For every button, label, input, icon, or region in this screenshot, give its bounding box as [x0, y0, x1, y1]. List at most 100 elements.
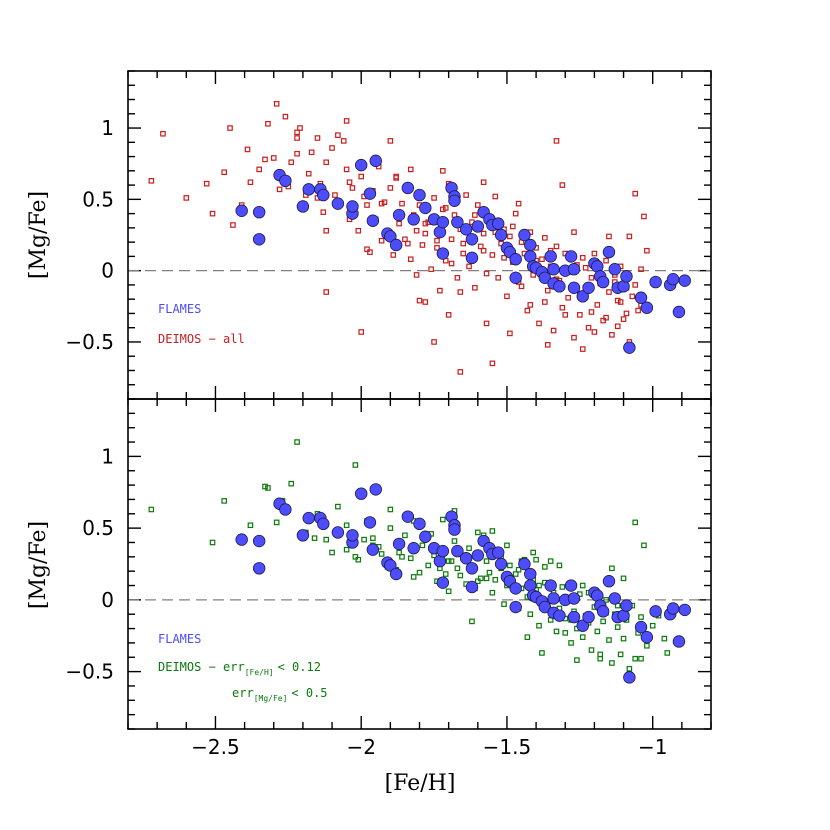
deimos-point — [507, 562, 513, 569]
flames-point — [509, 582, 522, 595]
deimos-point — [390, 252, 397, 258]
deimos-point — [440, 516, 446, 523]
deimos-point — [597, 651, 604, 658]
deimos-point — [265, 485, 271, 491]
deimos-point — [221, 169, 227, 176]
flames-point — [252, 233, 266, 246]
bottom-legend-err-mgfe: err[Mg/Fe] < 0.5 — [232, 686, 328, 703]
flames-point — [623, 341, 636, 354]
deimos-point — [539, 256, 545, 263]
flames-point — [596, 275, 610, 289]
deimos-point — [559, 182, 566, 188]
deimos-point — [641, 542, 647, 549]
deimos-point — [614, 297, 621, 304]
flames-point — [451, 544, 464, 558]
deimos-point — [547, 558, 554, 564]
flames-point — [524, 567, 537, 581]
deimos-point — [492, 193, 499, 200]
flames-point — [544, 579, 557, 592]
deimos-point — [413, 272, 420, 278]
top-y-axis-label: [Mg/Fe] — [26, 191, 51, 279]
deimos-point — [451, 538, 458, 544]
flames-point — [355, 158, 368, 172]
flames-point — [567, 263, 581, 276]
flames-point — [401, 510, 415, 523]
deimos-point — [343, 166, 350, 173]
flames-point — [672, 635, 686, 648]
deimos-point — [329, 145, 335, 151]
deimos-point — [346, 179, 353, 186]
deimos-point — [416, 297, 423, 304]
flames-point — [634, 620, 648, 634]
deimos-point — [332, 192, 338, 198]
top-panel: 1 0.5 0 −0.5 [Mg/Fe] FLAMES DEIMOS − all — [26, 70, 712, 400]
deimos-point — [483, 320, 490, 327]
deimos-point — [425, 562, 432, 569]
flames-point — [419, 201, 432, 215]
y-tick-label: 0 — [101, 588, 114, 612]
deimos-point — [582, 265, 589, 271]
deimos-point — [410, 574, 417, 580]
deimos-point — [477, 575, 484, 582]
deimos-point — [577, 312, 583, 318]
deimos-point — [489, 589, 496, 596]
deimos-point — [294, 439, 300, 445]
flames-point — [369, 483, 382, 496]
flames-point — [596, 605, 610, 618]
deimos-point — [518, 283, 525, 290]
deimos-point — [606, 289, 612, 295]
flames-point — [666, 602, 680, 615]
flames-point — [620, 599, 633, 612]
deimos-point — [367, 249, 373, 255]
deimos-point — [297, 125, 303, 131]
deimos-point — [477, 243, 484, 250]
legend-mgfe-subscript: [Mg/Fe] — [254, 694, 288, 703]
bottom-panel: 1 0.5 0 −0.5 −2.5 −2 −1.5 −1 [Mg/Fe] [Fe/H] FL… — [26, 398, 712, 796]
deimos-point — [448, 260, 455, 267]
deimos-point — [492, 576, 499, 583]
deimos-point — [387, 506, 394, 513]
flames-point — [634, 291, 648, 304]
deimos-point — [579, 255, 586, 261]
flames-point — [567, 610, 581, 624]
deimos-point — [553, 628, 560, 635]
deimos-point — [574, 657, 580, 663]
top-legend-deimos-all: DEIMOS − all — [158, 332, 245, 346]
flames-point — [392, 208, 406, 222]
deimos-point — [387, 185, 394, 191]
flames-point — [465, 580, 479, 594]
deimos-point — [588, 647, 595, 653]
flames-point — [363, 516, 377, 529]
deimos-point — [588, 274, 595, 281]
flames-point — [547, 592, 560, 605]
deimos-point — [244, 146, 251, 153]
flames-point — [509, 253, 522, 266]
deimos-point — [632, 190, 639, 197]
flames-point — [346, 529, 359, 542]
deimos-point — [606, 233, 612, 240]
deimos-point — [629, 293, 636, 300]
deimos-point — [276, 186, 283, 193]
deimos-point — [544, 287, 551, 294]
deimos-point — [230, 222, 236, 228]
deimos-point — [352, 462, 359, 468]
deimos-point — [544, 342, 551, 348]
deimos-point — [559, 584, 566, 590]
deimos-point — [352, 554, 359, 560]
deimos-point — [402, 532, 408, 539]
deimos-point — [466, 263, 472, 270]
deimos-point — [442, 571, 449, 577]
flames-point — [492, 546, 505, 559]
deimos-point — [183, 195, 190, 201]
deimos-point — [364, 202, 370, 208]
deimos-point — [343, 546, 350, 553]
deimos-point — [556, 562, 563, 569]
deimos-point — [247, 522, 254, 529]
flames-point — [235, 204, 248, 217]
deimos-point — [472, 212, 478, 218]
flames-point — [459, 552, 473, 565]
deimos-point — [515, 200, 522, 207]
deimos-point — [609, 660, 615, 666]
deimos-point — [579, 634, 586, 640]
deimos-point — [620, 316, 627, 322]
